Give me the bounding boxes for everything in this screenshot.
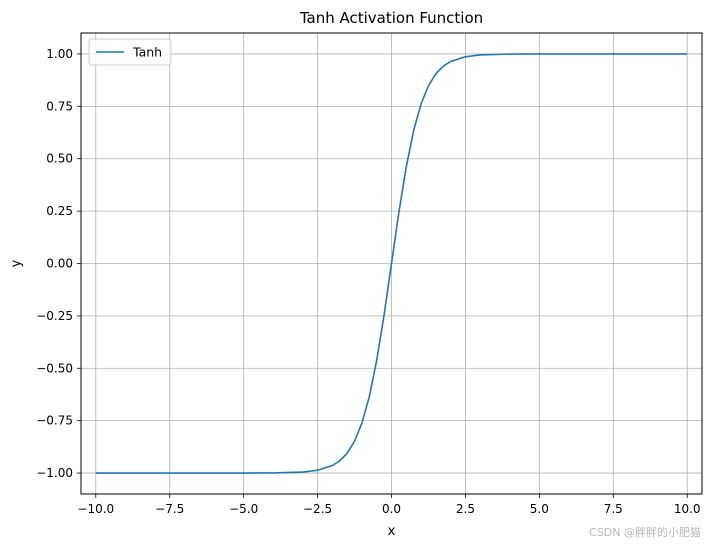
y-tick-label: 0.25: [46, 204, 73, 218]
chart-title: Tanh Activation Function: [299, 9, 483, 27]
x-tick-label: −5.0: [229, 502, 258, 516]
y-axis-label: y: [9, 259, 24, 267]
y-tick-label: 0.00: [46, 257, 73, 271]
x-axis-label: x: [388, 524, 396, 539]
y-tick-label: −0.25: [36, 309, 73, 323]
x-tick-label: 0.0: [382, 502, 401, 516]
watermark: CSDN @胖胖的小肥猫: [589, 526, 701, 539]
axis-ticks: −10.0 −7.5 −5.0 −2.5 0.0 2.5 5.0 7.5 10.0 −1.00 −0…: [36, 47, 700, 516]
legend: Tanh: [88, 38, 172, 66]
y-tick-label: 1.00: [46, 47, 73, 61]
x-tick-label: 10.0: [674, 502, 701, 516]
legend-label: Tanh: [132, 45, 162, 60]
series-layer: [95, 53, 688, 474]
x-tick-label: 2.5: [456, 502, 475, 516]
y-tick-label: −0.50: [36, 361, 73, 375]
y-tick-label: 0.75: [46, 99, 73, 113]
series-line-tanh: [95, 53, 688, 474]
legend-box: [88, 38, 172, 66]
x-tick-label: −10.0: [77, 502, 114, 516]
x-tick-label: −7.5: [155, 502, 184, 516]
x-tick-label: −2.5: [303, 502, 332, 516]
x-tick-label: 7.5: [604, 502, 623, 516]
y-tick-label: 0.50: [46, 152, 73, 166]
x-tick-label: 5.0: [530, 502, 549, 516]
y-tick-label: −0.75: [36, 414, 73, 428]
y-tick-label: −1.00: [36, 466, 73, 480]
